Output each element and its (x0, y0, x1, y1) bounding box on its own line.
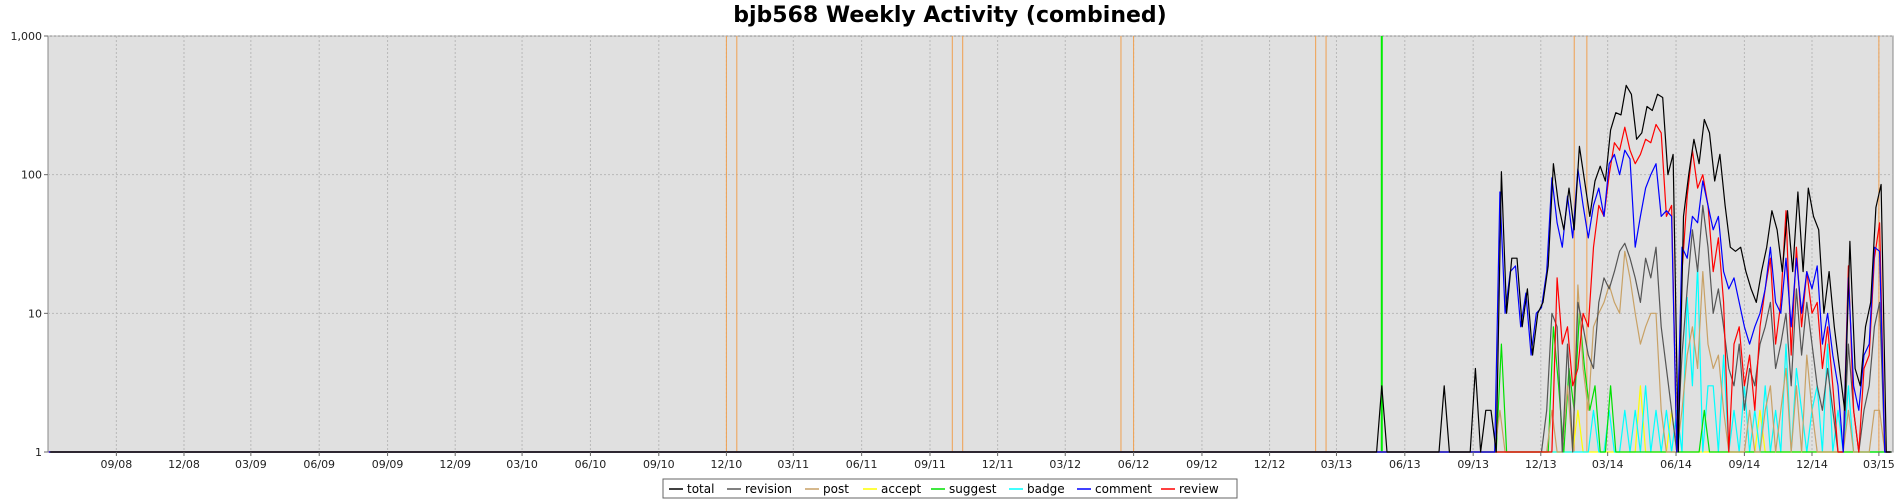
x-tick-label: 03/09 (235, 458, 267, 471)
x-tick-label: 06/09 (303, 458, 335, 471)
axes: 1 10 100 1,000 09/08 12/08 03/09 06/09 09/09 12/0… (11, 30, 1895, 471)
legend-box (662, 478, 1238, 499)
x-tick-label: 06/12 (1118, 458, 1150, 471)
x-tick-label: 09/13 (1457, 458, 1489, 471)
x-tick-label: 09/11 (914, 458, 946, 471)
y-tick-label: 1 (35, 446, 42, 459)
x-tick-label: 09/10 (643, 458, 675, 471)
x-tick-label: 03/10 (506, 458, 538, 471)
y-tick-label: 100 (21, 169, 42, 182)
x-tick-label: 03/14 (1592, 458, 1624, 471)
x-tick-label: 12/08 (168, 458, 200, 471)
x-tick-label: 09/08 (101, 458, 133, 471)
x-tick-label: 12/09 (439, 458, 471, 471)
legend-label: comment (1095, 482, 1152, 496)
x-tick-label: 09/09 (372, 458, 404, 471)
x-tick-label: 06/10 (575, 458, 607, 471)
x-tick-label: 12/10 (711, 458, 743, 471)
y-tick-label: 10 (28, 307, 42, 320)
x-tick-label: 09/12 (1186, 458, 1218, 471)
x-tick-label: 12/11 (982, 458, 1014, 471)
grid-lines (48, 35, 1893, 453)
y-tick-label: 1,000 (11, 30, 43, 43)
x-tick-label: 12/14 (1796, 458, 1828, 471)
plot-area (47, 35, 1894, 453)
event-markers (725, 36, 1880, 452)
x-tick-label: 12/13 (1525, 458, 1557, 471)
x-tick-label: 09/14 (1729, 458, 1761, 471)
x-tick-label: 06/13 (1389, 458, 1421, 471)
x-tick-label: 06/11 (846, 458, 878, 471)
legend-label: post (823, 482, 849, 496)
x-tick-label: 06/14 (1660, 458, 1692, 471)
x-tick-label: 12/12 (1254, 458, 1286, 471)
series-lines (48, 84, 1892, 453)
legend-label: total (687, 482, 714, 496)
legend-label: revision (745, 482, 792, 496)
legend-label: badge (1027, 482, 1065, 496)
legend-label: review (1179, 482, 1219, 496)
x-tick-label: 03/12 (1049, 458, 1081, 471)
series-line-total (50, 84, 1892, 453)
legend-label: accept (881, 482, 922, 496)
x-tick-label: 03/13 (1321, 458, 1353, 471)
x-tick-label: 03/15 (1863, 458, 1895, 471)
chart-title: bjb568 Weekly Activity (combined) (733, 3, 1166, 28)
legend: total revision post accept suggest badge comme… (662, 478, 1238, 499)
x-tick-label: 03/11 (777, 458, 809, 471)
legend-label: suggest (949, 482, 997, 496)
